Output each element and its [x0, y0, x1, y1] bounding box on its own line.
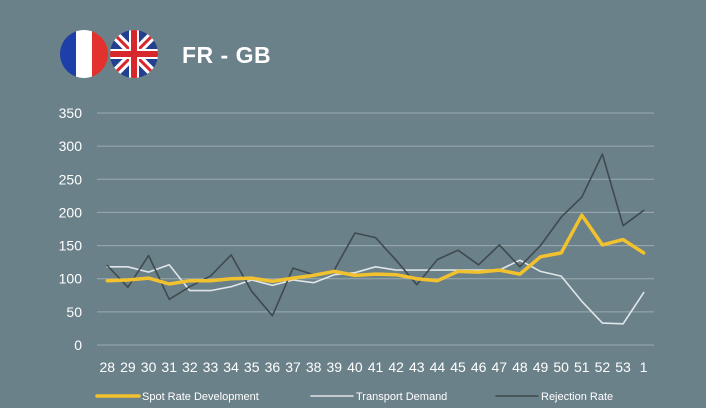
series-line-transport-demand — [106, 259, 645, 325]
x-tick-label: 29 — [120, 359, 136, 375]
x-tick-label: 34 — [223, 359, 239, 375]
x-tick-label: 45 — [450, 359, 466, 375]
route-title: FR - GB — [182, 42, 272, 68]
y-tick-label: 200 — [59, 204, 83, 220]
x-tick-label: 48 — [512, 359, 528, 375]
y-axis-ticks: 0 50 100 150 200 250 300 350 — [59, 105, 83, 353]
x-tick-label: 44 — [430, 359, 446, 375]
header: FR - GB — [0, 0, 706, 90]
legend: Spot Rate Development Transport Demand Rej… — [95, 391, 613, 403]
y-tick-label: 50 — [66, 304, 82, 320]
legend-label-rejection-rate: Rejection Rate — [541, 391, 613, 403]
x-tick-label: 43 — [409, 359, 425, 375]
series-lines — [105, 153, 646, 325]
x-tick-label: 52 — [595, 359, 611, 375]
x-tick-label: 36 — [265, 359, 281, 375]
x-tick-label: 42 — [388, 359, 404, 375]
x-tick-label: 1 — [640, 359, 648, 375]
y-tick-label: 150 — [59, 238, 83, 254]
x-tick-label: 31 — [161, 359, 177, 375]
x-tick-label: 35 — [244, 359, 260, 375]
x-tick-label: 28 — [100, 359, 116, 375]
united-kingdom-flag-icon — [110, 30, 158, 78]
x-tick-label: 47 — [491, 359, 507, 375]
x-tick-label: 51 — [574, 359, 590, 375]
series-line-spot-rate-development — [105, 213, 646, 286]
x-tick-label: 46 — [471, 359, 487, 375]
x-tick-label: 40 — [347, 359, 363, 375]
x-tick-label: 49 — [533, 359, 549, 375]
y-tick-label: 350 — [59, 105, 83, 121]
y-tick-label: 100 — [59, 271, 83, 287]
series-line-rejection-rate — [106, 153, 645, 317]
x-tick-label: 39 — [326, 359, 342, 375]
legend-label-spot-rate-development: Spot Rate Development — [142, 391, 259, 403]
x-tick-label: 33 — [203, 359, 219, 375]
x-tick-label: 53 — [615, 359, 631, 375]
x-tick-label: 38 — [306, 359, 322, 375]
x-axis-ticks: 28 29 30 31 32 33 34 35 36 37 38 39 40 41 42 43 44 45 46 47… — [100, 359, 648, 375]
y-tick-label: 300 — [59, 138, 83, 154]
x-tick-label: 41 — [368, 359, 384, 375]
legend-label-transport-demand: Transport Demand — [356, 391, 447, 403]
y-tick-label: 0 — [74, 337, 82, 353]
y-tick-label: 250 — [59, 171, 83, 187]
x-tick-label: 32 — [182, 359, 198, 375]
x-tick-label: 50 — [553, 359, 569, 375]
x-tick-label: 30 — [141, 359, 157, 375]
x-tick-label: 37 — [285, 359, 301, 375]
gridlines — [97, 112, 654, 346]
france-flag-icon — [60, 30, 108, 78]
